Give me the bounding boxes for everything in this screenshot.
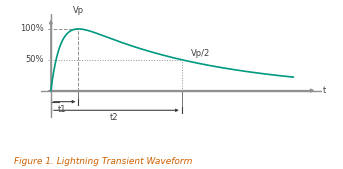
Text: Vp/2: Vp/2 — [191, 49, 211, 58]
Text: t: t — [322, 86, 326, 95]
Text: t2: t2 — [109, 113, 118, 122]
Text: Figure 1. Lightning Transient Waveform: Figure 1. Lightning Transient Waveform — [14, 157, 192, 166]
Text: t1: t1 — [58, 105, 66, 114]
Text: 100%: 100% — [20, 25, 44, 33]
Text: 50%: 50% — [25, 55, 44, 64]
Text: Vp: Vp — [73, 6, 84, 15]
